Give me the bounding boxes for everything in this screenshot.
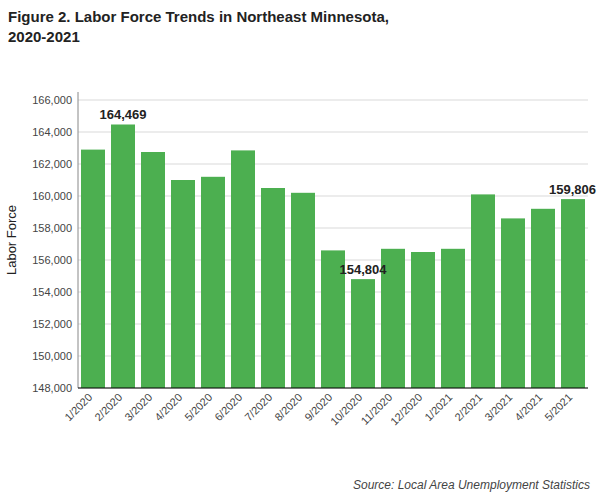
y-tick-label: 166,000 (32, 94, 72, 106)
x-tick-label: 2/2020 (92, 391, 124, 423)
bar (351, 279, 375, 388)
x-tick-label: 6/2020 (212, 391, 244, 423)
y-tick-label: 148,000 (32, 382, 72, 394)
y-tick-label: 158,000 (32, 222, 72, 234)
x-tick-label: 2/2021 (452, 391, 484, 423)
grid-line (78, 100, 588, 101)
y-axis-line (78, 92, 79, 388)
y-tick-label: 150,000 (32, 350, 72, 362)
y-tick-label: 152,000 (32, 318, 72, 330)
bar (81, 150, 105, 388)
bar (291, 193, 315, 388)
chart: Figure 2. Labor Force Trends in Northeas… (0, 0, 600, 499)
y-tick-label: 156,000 (32, 254, 72, 266)
x-tick-label: 1/2021 (422, 391, 454, 423)
bar (141, 152, 165, 388)
x-tick-label: 8/2020 (272, 391, 304, 423)
title: Figure 2. Labor Force Trends in Northeas… (8, 8, 389, 25)
grid-line (78, 132, 588, 133)
x-tick-label: 10/2020 (328, 391, 365, 428)
bar (531, 209, 555, 388)
y-tick-label: 160,000 (32, 190, 72, 202)
x-tick-label: 4/2020 (152, 391, 184, 423)
bar (561, 199, 585, 388)
bar (261, 188, 285, 388)
y-tick-label: 164,000 (32, 126, 72, 138)
x-tick-label: 3/2020 (122, 391, 154, 423)
bar (201, 177, 225, 388)
subtitle: 2020-2021 (8, 28, 80, 45)
bars (81, 124, 585, 388)
bar (411, 252, 435, 388)
x-tick-label: 7/2020 (242, 391, 274, 423)
x-tick-label: 3/2021 (482, 391, 514, 423)
x-tick-label: 5/2021 (542, 391, 574, 423)
bar (501, 218, 525, 388)
y-axis-label: Labor Force (4, 205, 19, 275)
x-tick-label: 1/2020 (62, 391, 94, 423)
grid (78, 100, 588, 388)
annotation: 154,804 (340, 262, 388, 277)
y-tick-label: 154,000 (32, 286, 72, 298)
source: Source: Local Area Unemployment Statisti… (353, 478, 590, 492)
y-tick-label: 162,000 (32, 158, 72, 170)
bar (171, 180, 195, 388)
x-tick-label: 12/2020 (388, 391, 425, 428)
grid-line (78, 388, 588, 389)
x-tick-label: 4/2021 (512, 391, 544, 423)
bar (111, 124, 135, 388)
bar (441, 249, 465, 388)
annotation: 164,469 (100, 107, 147, 122)
bar (231, 150, 255, 388)
annotation: 159,806 (549, 182, 596, 197)
page: {"chart_data": {"type": "bar", "title": … (0, 0, 600, 499)
x-tick-label: 5/2020 (182, 391, 214, 423)
x-axis-line (78, 388, 588, 389)
bar (471, 194, 495, 388)
